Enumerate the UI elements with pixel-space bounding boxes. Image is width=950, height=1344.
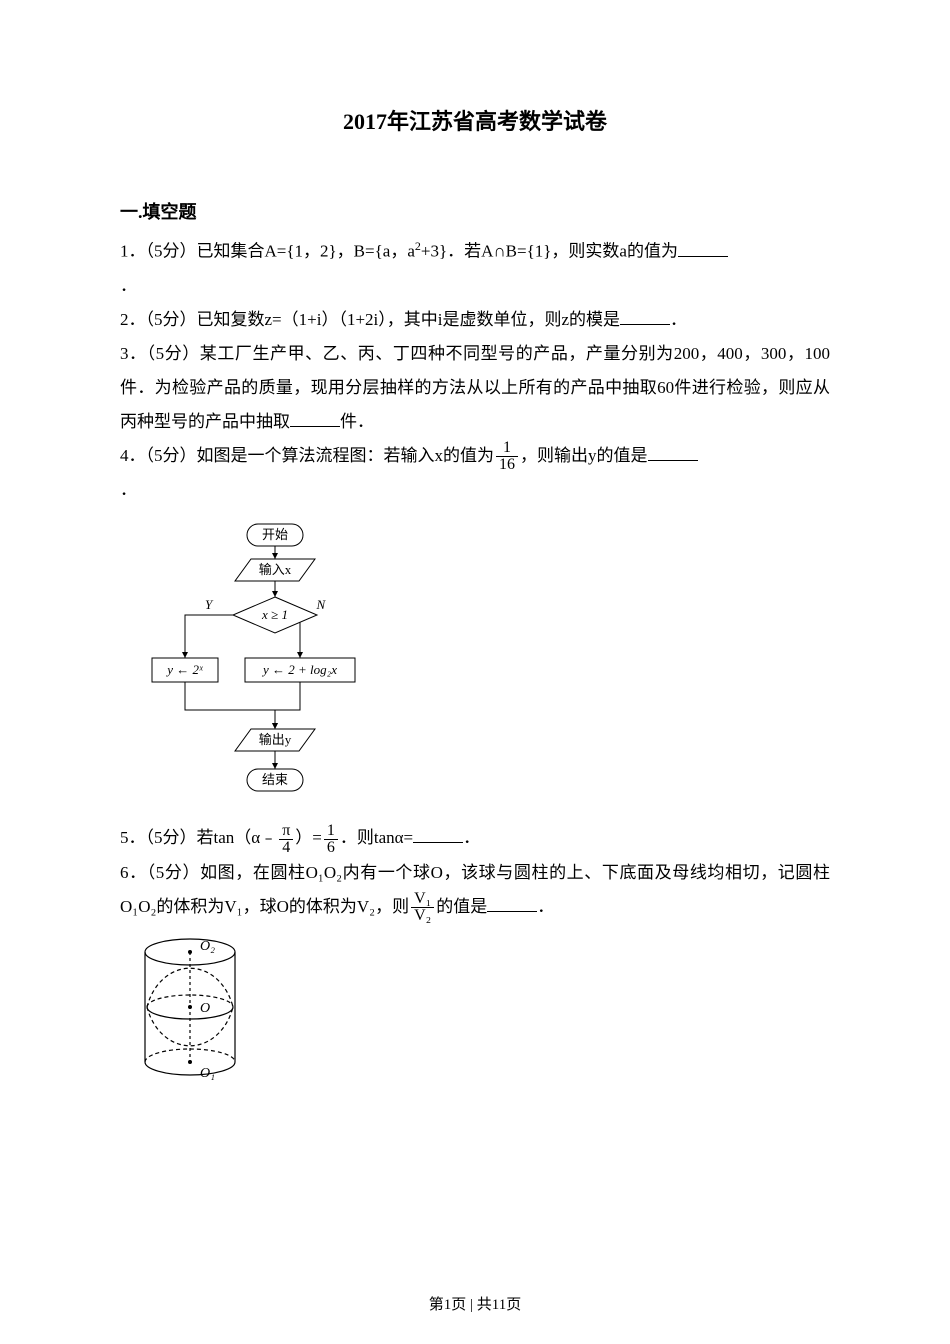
svg-text:输入x: 输入x: [259, 562, 292, 577]
q5-pre: 5．（5分）若tan（α﹣: [120, 828, 277, 847]
svg-text:x ≥ 1: x ≥ 1: [261, 607, 288, 622]
q1-blank: [678, 239, 728, 257]
q6-frac-num: V₁: [411, 891, 434, 908]
q5-mid1: ）=: [295, 828, 322, 847]
question-2: 2．（5分）已知复数z=（1+i）（1+2i），其中i是虚数单位，则z的模是 ．: [120, 303, 830, 337]
q5-blank: [413, 825, 463, 843]
flowchart-svg: Y N 开始输入x x ≥ 1 y ← 2ˣ y ← 2 + log₂x 输出y 结束: [140, 515, 370, 805]
q3-text: 3．（5分）某工厂生产甲、乙、丙、丁四种不同型号的产品，产量分别为200，400…: [120, 344, 830, 431]
q4-pre: 4．（5分）如图是一个算法流程图：若输入x的值为: [120, 446, 494, 465]
q1-text2: +3}．若A∩B={1}，则实数a的值为: [421, 242, 678, 261]
q3-tail: 件．: [340, 412, 374, 431]
label-o1: O₁: [200, 1066, 215, 1081]
q4-mid: ，则输出y的值是: [520, 446, 648, 465]
q4-tail: ．: [120, 480, 137, 499]
q6-frac: V₁V₂: [411, 891, 434, 924]
svg-text:输出y: 输出y: [259, 732, 292, 747]
question-4: 4．（5分）如图是一个算法流程图：若输入x的值为116，则输出y的值是 ．: [120, 439, 830, 508]
q6-tail: ．: [537, 897, 554, 916]
q5-f2-den: 6: [324, 840, 338, 856]
q2-tail: ．: [670, 310, 687, 329]
question-6: 6．（5分）如图，在圆柱O₁O₂内有一个球O，该球与圆柱的上、下底面及母线均相切…: [120, 856, 830, 925]
question-1: 1．（5分）已知集合A={1，2}，B={a，a2+3}．若A∩B={1}，则实…: [120, 234, 830, 303]
q1-tail: ．: [120, 276, 137, 295]
question-5: 5．（5分）若tan（α﹣π4）=16．则tanα= ．: [120, 821, 830, 856]
q4-frac: 116: [496, 440, 518, 473]
q6-frac-den: V₂: [411, 908, 434, 924]
q6-blank: [487, 894, 537, 912]
q4-frac-den: 16: [496, 457, 518, 473]
q2-text: 2．（5分）已知复数z=（1+i）（1+2i），其中i是虚数单位，则z的模是: [120, 310, 620, 329]
label-o2: O₂: [200, 939, 215, 954]
q5-f2-num: 1: [324, 823, 338, 840]
cylinder-figure: O₂ O O₁: [130, 932, 830, 1104]
q5-f1-num: π: [279, 823, 293, 840]
page-title: 2017年江苏省高考数学试卷: [120, 100, 830, 144]
svg-text:y ← 2 + log₂x: y ← 2 + log₂x: [261, 662, 337, 677]
q5-f1-den: 4: [279, 840, 293, 856]
svg-text:N: N: [316, 597, 327, 612]
q6-mid: 的值是: [436, 897, 487, 916]
svg-text:开始: 开始: [262, 527, 288, 542]
q4-frac-num: 1: [496, 440, 518, 457]
label-o: O: [200, 1001, 210, 1016]
flowchart-figure: Y N 开始输入x x ≥ 1 y ← 2ˣ y ← 2 + log₂x 输出y 结束: [140, 515, 830, 817]
svg-text:y ← 2ˣ: y ← 2ˣ: [165, 662, 203, 677]
q5-mid2: ．则tanα=: [340, 828, 413, 847]
q2-blank: [620, 307, 670, 325]
svg-text:Y: Y: [205, 597, 214, 612]
q5-frac2: 16: [324, 823, 338, 856]
q4-blank: [648, 443, 698, 461]
question-3: 3．（5分）某工厂生产甲、乙、丙、丁四种不同型号的产品，产量分别为200，400…: [120, 337, 830, 439]
section-header: 一.填空题: [120, 194, 830, 230]
q5-frac1: π4: [279, 823, 293, 856]
svg-text:结束: 结束: [262, 772, 288, 787]
q1-text: 1．（5分）已知集合A={1，2}，B={a，a: [120, 242, 415, 261]
cylinder-svg: O₂ O O₁: [130, 932, 260, 1092]
q5-tail: ．: [463, 828, 480, 847]
page-footer: 第1页 | 共11页: [0, 1293, 950, 1314]
q3-blank: [290, 409, 340, 427]
